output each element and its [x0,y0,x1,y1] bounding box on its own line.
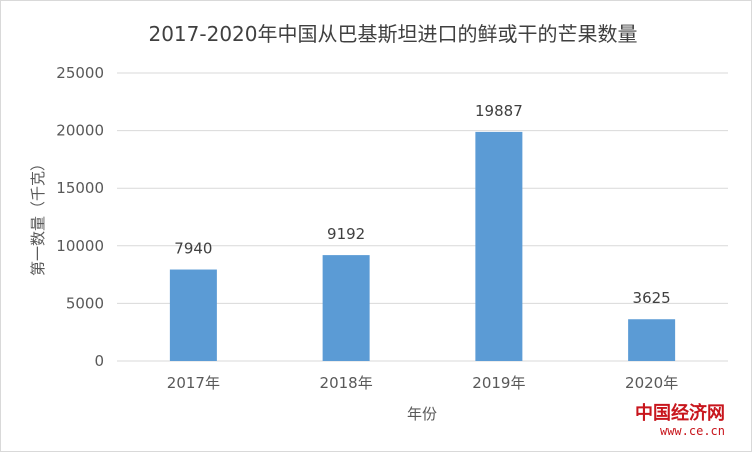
x-tick-label: 2018年 [320,374,373,392]
data-label: 7940 [174,240,212,258]
y-tick-label: 10000 [56,237,104,255]
y-tick-label: 20000 [56,122,104,140]
data-label: 19887 [475,102,523,120]
watermark: 中国经济网 www.ce.cn [635,402,725,438]
y-tick-label: 0 [94,352,104,370]
bars [169,131,676,361]
y-tick-labels: 0 5000 10000 15000 20000 25000 [56,64,104,370]
bar [169,269,217,361]
data-labels: 7940 9192 19887 3625 [174,102,670,307]
data-label: 9192 [327,225,365,243]
bar [475,131,523,361]
x-tick-label: 2020年 [625,374,678,392]
x-tick-label: 2019年 [472,374,525,392]
bar [322,255,370,361]
watermark-logo-text: 中国经济网 [635,402,725,424]
gridlines [117,72,728,362]
chart-title: 2017-2020年中国从巴基斯坦进口的鲜或干的芒果数量 [148,22,637,46]
y-tick-label: 25000 [56,64,104,82]
watermark-url: www.ce.cn [660,424,725,438]
y-tick-label: 5000 [66,294,104,312]
x-tick-labels: 2017年 2018年 2019年 2020年 [167,374,678,392]
x-axis-title: 年份 [407,405,437,423]
y-tick-label: 15000 [56,179,104,197]
bar [628,319,676,361]
x-tick-label: 2017年 [167,374,220,392]
y-axis-title: 第一数量（千克） [29,156,47,276]
data-label: 3625 [633,289,671,307]
